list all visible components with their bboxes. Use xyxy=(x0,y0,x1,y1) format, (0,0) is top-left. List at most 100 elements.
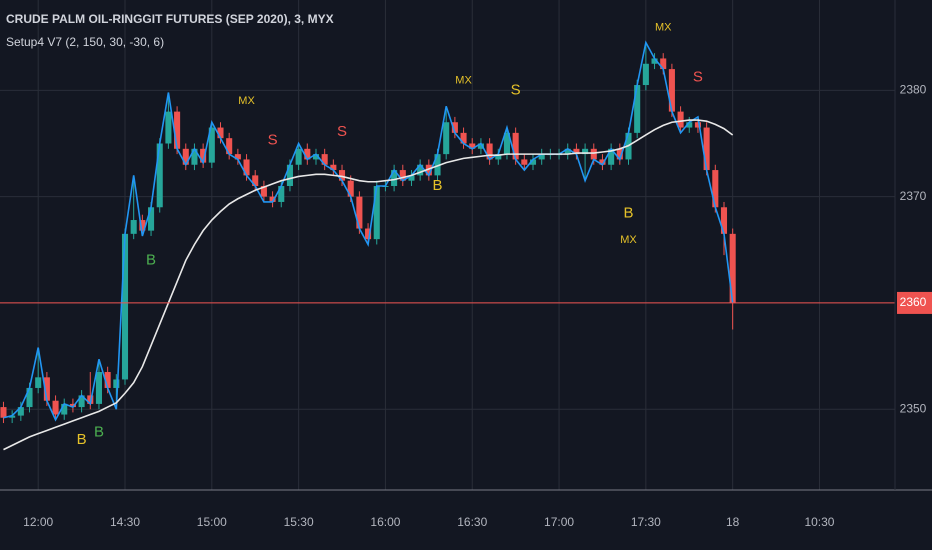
candle-body xyxy=(269,196,276,202)
candle-body xyxy=(130,220,137,234)
axes: 12:00 14:30 15:00 15:30 16:00 16:30 17:00 17:30… xyxy=(23,83,932,529)
candle-body xyxy=(330,164,337,171)
signal-label: B xyxy=(433,177,443,194)
zigzag-line xyxy=(3,40,734,422)
candle-body xyxy=(703,127,710,171)
x-tick-label: 14:30 xyxy=(110,515,140,529)
x-tick-label: 16:00 xyxy=(370,515,400,529)
x-tick-label: 16:30 xyxy=(457,515,487,529)
x-tick-label: 15:00 xyxy=(197,515,227,529)
candle-body xyxy=(252,175,259,187)
candle-body xyxy=(121,233,129,380)
signal-label: S xyxy=(268,131,278,148)
candle-body xyxy=(712,170,719,208)
signal-label: B xyxy=(146,251,156,268)
candle-body xyxy=(451,122,458,133)
candle-body xyxy=(286,164,293,187)
x-tick-label: 12:00 xyxy=(23,515,53,529)
y-tick-label: 2350 xyxy=(900,401,927,415)
candle-body xyxy=(243,159,250,176)
moving-average-line xyxy=(3,119,734,451)
candle-body xyxy=(660,58,667,70)
last-price-box xyxy=(897,291,932,314)
candle-body xyxy=(148,207,155,231)
candle-body xyxy=(95,372,103,404)
candle-body xyxy=(356,196,363,229)
candle-body xyxy=(87,395,94,404)
y-tick-label: 2380 xyxy=(900,83,927,97)
candle-body xyxy=(642,63,649,86)
candle-body xyxy=(321,154,328,165)
candle-body xyxy=(443,122,450,155)
signal-label: S xyxy=(693,69,703,86)
candle-body xyxy=(217,127,224,139)
candle-body xyxy=(408,175,415,181)
signal-label: MX xyxy=(655,22,672,34)
candle-body xyxy=(434,154,441,176)
candle-body xyxy=(477,143,484,149)
candle-body xyxy=(208,127,215,163)
candle-body xyxy=(512,132,519,160)
candle-body xyxy=(312,154,320,160)
signal-label: MX xyxy=(238,95,255,107)
candle-body xyxy=(720,207,728,234)
candle-body xyxy=(304,148,311,160)
candle-body xyxy=(43,377,50,401)
candle-body xyxy=(200,148,207,163)
candle-body xyxy=(616,148,623,160)
candle-body xyxy=(174,111,181,149)
candle-body xyxy=(495,154,502,160)
candle-body xyxy=(69,403,76,408)
candle-body xyxy=(686,122,693,128)
candle-body xyxy=(417,164,424,176)
y-tick-label: 2370 xyxy=(900,189,927,203)
candle-body xyxy=(260,186,267,197)
candle-body xyxy=(486,143,493,160)
candle-body xyxy=(634,85,641,133)
signal-label: B xyxy=(94,424,104,441)
candle-body xyxy=(538,154,545,160)
candle-body xyxy=(373,186,380,240)
signal-label: MX xyxy=(455,75,472,87)
candle-body xyxy=(573,148,580,155)
candle-body xyxy=(52,400,59,415)
candle-body xyxy=(608,148,615,165)
candle-body xyxy=(9,415,16,418)
x-tick-label: 18 xyxy=(726,515,740,529)
candle-body xyxy=(590,148,597,160)
candle-body xyxy=(61,403,68,415)
candle-body xyxy=(425,164,432,176)
candle-body xyxy=(599,159,606,165)
candle-body xyxy=(295,148,302,165)
candle-body xyxy=(234,154,241,160)
candle-body xyxy=(139,220,146,231)
candle-body xyxy=(677,111,684,128)
candle-body xyxy=(26,387,33,408)
chart-title: CRUDE PALM OIL-RINGGIT FUTURES (SEP 2020… xyxy=(6,12,334,26)
candle-body xyxy=(35,377,42,388)
candle-body xyxy=(391,170,398,187)
candle-body xyxy=(399,170,406,181)
candle-body xyxy=(278,186,285,202)
indicator-label: Setup4 V7 (2, 150, 30, -30, 6) xyxy=(6,35,164,49)
candle-body xyxy=(365,228,372,240)
candle-body xyxy=(582,148,589,155)
candle-body xyxy=(729,233,736,303)
x-tick-label: 17:00 xyxy=(544,515,574,529)
candle-body xyxy=(104,372,111,388)
y-tick-label: 2360 xyxy=(900,295,927,309)
x-tick-label: 10:30 xyxy=(804,515,834,529)
candle-body xyxy=(165,111,172,144)
candle-body xyxy=(113,379,120,388)
candle-body xyxy=(156,143,163,208)
candle-body xyxy=(529,159,537,165)
candle-body xyxy=(0,407,7,418)
candle-body xyxy=(191,148,198,165)
candle-body xyxy=(469,143,476,149)
candle-body xyxy=(668,69,675,112)
signal-label: B xyxy=(623,205,633,222)
signal-label: MX xyxy=(620,234,637,246)
